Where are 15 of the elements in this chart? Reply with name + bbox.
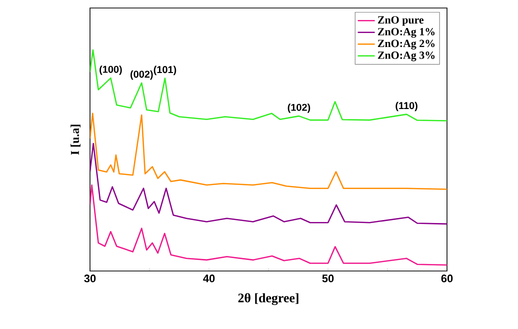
x-axis-title: 2θ [degree] [238,293,298,306]
legend-label: ZnO:Ag 1% [378,28,435,38]
y-axis-title: I [u.a] [70,124,80,155]
annotation: (102) [288,104,310,113]
annotation: (101) [154,66,176,76]
legend-label: ZnO:Ag 2% [378,40,435,50]
x-tick-label: 40 [203,274,215,282]
annotation: (110) [396,102,418,112]
x-tick-label: 30 [84,274,96,282]
x-tick-label: 60 [441,274,453,282]
annotation: (002) [130,70,153,80]
x-tick-label: 50 [322,274,334,282]
legend-label: ZnO:Ag 3% [378,52,435,62]
legend-label: ZnO pure [378,16,424,26]
annotation: (100) [100,66,122,75]
